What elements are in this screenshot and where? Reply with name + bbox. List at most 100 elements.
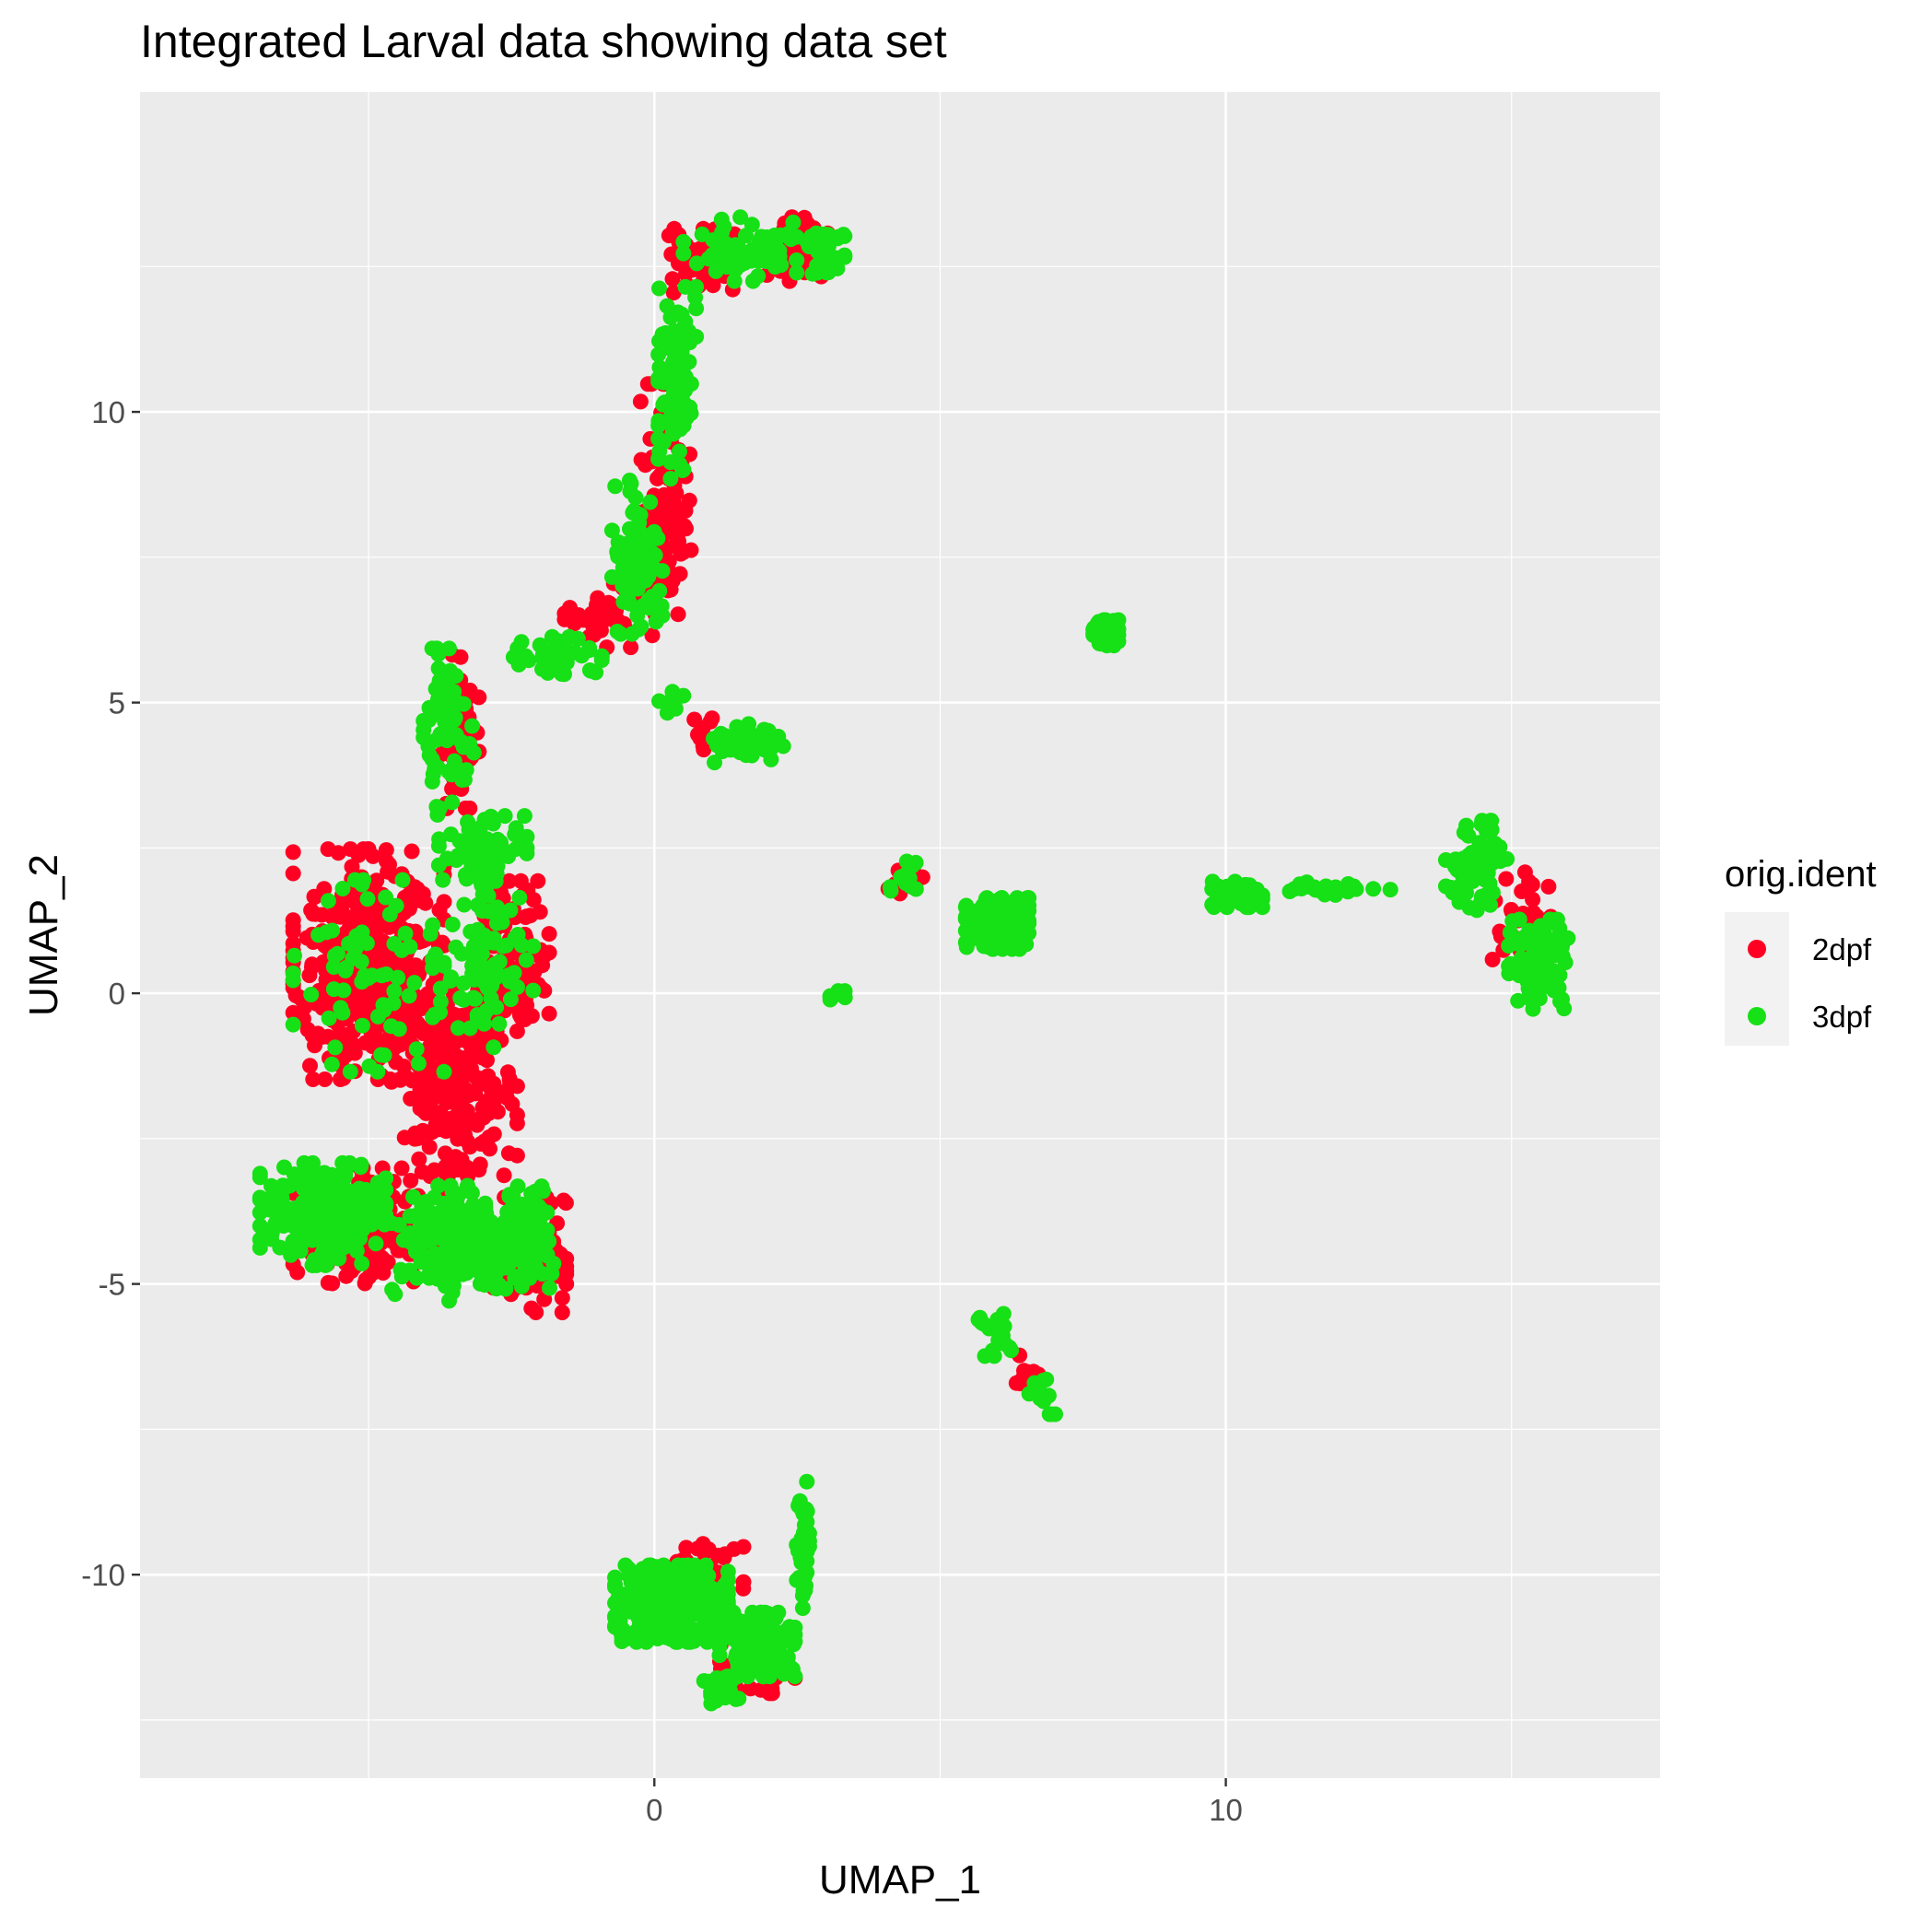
x-tick-label: 10 — [1209, 1793, 1243, 1827]
point-3dpf — [403, 1235, 419, 1251]
point-2dpf — [500, 1145, 517, 1162]
point-3dpf — [509, 927, 526, 943]
point-3dpf — [445, 764, 462, 780]
point-3dpf — [675, 245, 692, 262]
point-2dpf — [509, 1107, 525, 1123]
point-3dpf — [444, 917, 461, 932]
legend-title: orig.ident — [1725, 854, 1877, 895]
point-3dpf — [519, 828, 535, 845]
point-2dpf — [764, 1685, 780, 1702]
point-3dpf — [447, 709, 463, 726]
point-2dpf — [554, 1305, 570, 1320]
point-3dpf — [741, 716, 757, 732]
y-tick-label: -10 — [81, 1558, 125, 1592]
point-3dpf — [436, 1063, 452, 1080]
point-3dpf — [397, 925, 414, 942]
point-2dpf — [676, 518, 693, 534]
point-3dpf — [662, 310, 679, 325]
point-2dpf — [518, 908, 534, 925]
point-3dpf — [467, 849, 484, 866]
point-3dpf — [474, 935, 490, 951]
point-3dpf — [497, 808, 513, 825]
point-3dpf — [354, 1017, 370, 1034]
point-3dpf — [252, 1169, 268, 1186]
point-3dpf — [1437, 878, 1454, 895]
point-3dpf — [650, 430, 667, 447]
point-3dpf — [500, 849, 517, 864]
point-3dpf — [477, 1195, 494, 1212]
point-3dpf — [642, 494, 659, 510]
point-3dpf — [301, 1158, 317, 1175]
point-3dpf — [442, 1177, 459, 1194]
point-3dpf — [1001, 904, 1018, 919]
point-2dpf — [558, 1276, 575, 1293]
point-3dpf — [825, 251, 841, 267]
point-3dpf — [1009, 922, 1025, 939]
point-3dpf — [672, 337, 688, 354]
point-3dpf — [337, 1228, 353, 1245]
point-3dpf — [276, 1159, 292, 1176]
point-3dpf — [763, 751, 779, 767]
point-3dpf — [305, 1186, 322, 1202]
point-3dpf — [1514, 957, 1529, 974]
point-3dpf — [1437, 852, 1454, 868]
point-2dpf — [696, 1543, 712, 1560]
point-3dpf — [610, 1598, 626, 1614]
point-3dpf — [342, 1063, 358, 1080]
point-3dpf — [352, 1159, 369, 1176]
point-3dpf — [787, 1669, 803, 1685]
point-3dpf — [627, 559, 644, 576]
point-3dpf — [285, 966, 301, 981]
point-3dpf — [424, 640, 440, 657]
point-3dpf — [1095, 612, 1112, 628]
point-3dpf — [635, 1591, 651, 1607]
point-3dpf — [485, 815, 501, 832]
point-3dpf — [465, 744, 482, 761]
point-3dpf — [632, 507, 649, 523]
point-3dpf — [654, 563, 671, 580]
point-3dpf — [739, 1622, 755, 1638]
point-2dpf — [285, 923, 301, 940]
point-3dpf — [317, 1257, 334, 1273]
point-3dpf — [1454, 855, 1470, 872]
point-3dpf — [624, 626, 640, 642]
point-3dpf — [486, 931, 502, 947]
point-3dpf — [431, 1224, 448, 1240]
point-3dpf — [705, 232, 721, 249]
point-3dpf — [1021, 1386, 1037, 1402]
point-3dpf — [409, 1270, 425, 1286]
point-3dpf — [801, 1533, 817, 1550]
point-2dpf — [307, 1037, 322, 1054]
point-3dpf — [468, 1245, 485, 1261]
point-3dpf — [697, 1626, 714, 1643]
point-2dpf — [285, 865, 301, 882]
point-2dpf — [421, 1038, 438, 1055]
point-3dpf — [837, 249, 853, 265]
point-3dpf — [882, 879, 898, 896]
point-3dpf — [1382, 882, 1399, 898]
point-2dpf — [596, 599, 613, 615]
point-2dpf — [554, 1290, 570, 1306]
point-3dpf — [453, 945, 470, 962]
point-2dpf — [419, 1100, 436, 1117]
point-3dpf — [525, 938, 542, 954]
point-2dpf — [448, 1149, 463, 1165]
point-2dpf — [388, 1054, 404, 1071]
legend-label-2dpf: 2dpf — [1812, 932, 1872, 966]
point-2dpf — [310, 1025, 326, 1042]
legend-dot-2dpf — [1748, 940, 1766, 958]
point-3dpf — [493, 834, 509, 850]
point-3dpf — [361, 1058, 378, 1074]
point-3dpf — [618, 1631, 635, 1647]
point-3dpf — [650, 451, 667, 467]
point-2dpf — [459, 1133, 475, 1150]
point-3dpf — [518, 952, 534, 968]
point-3dpf — [1549, 916, 1565, 932]
point-3dpf — [720, 1563, 736, 1580]
point-2dpf — [383, 1073, 400, 1090]
point-2dpf — [632, 393, 649, 410]
point-2dpf — [586, 626, 602, 643]
point-3dpf — [972, 910, 989, 927]
point-3dpf — [1328, 881, 1343, 897]
point-3dpf — [441, 640, 457, 657]
